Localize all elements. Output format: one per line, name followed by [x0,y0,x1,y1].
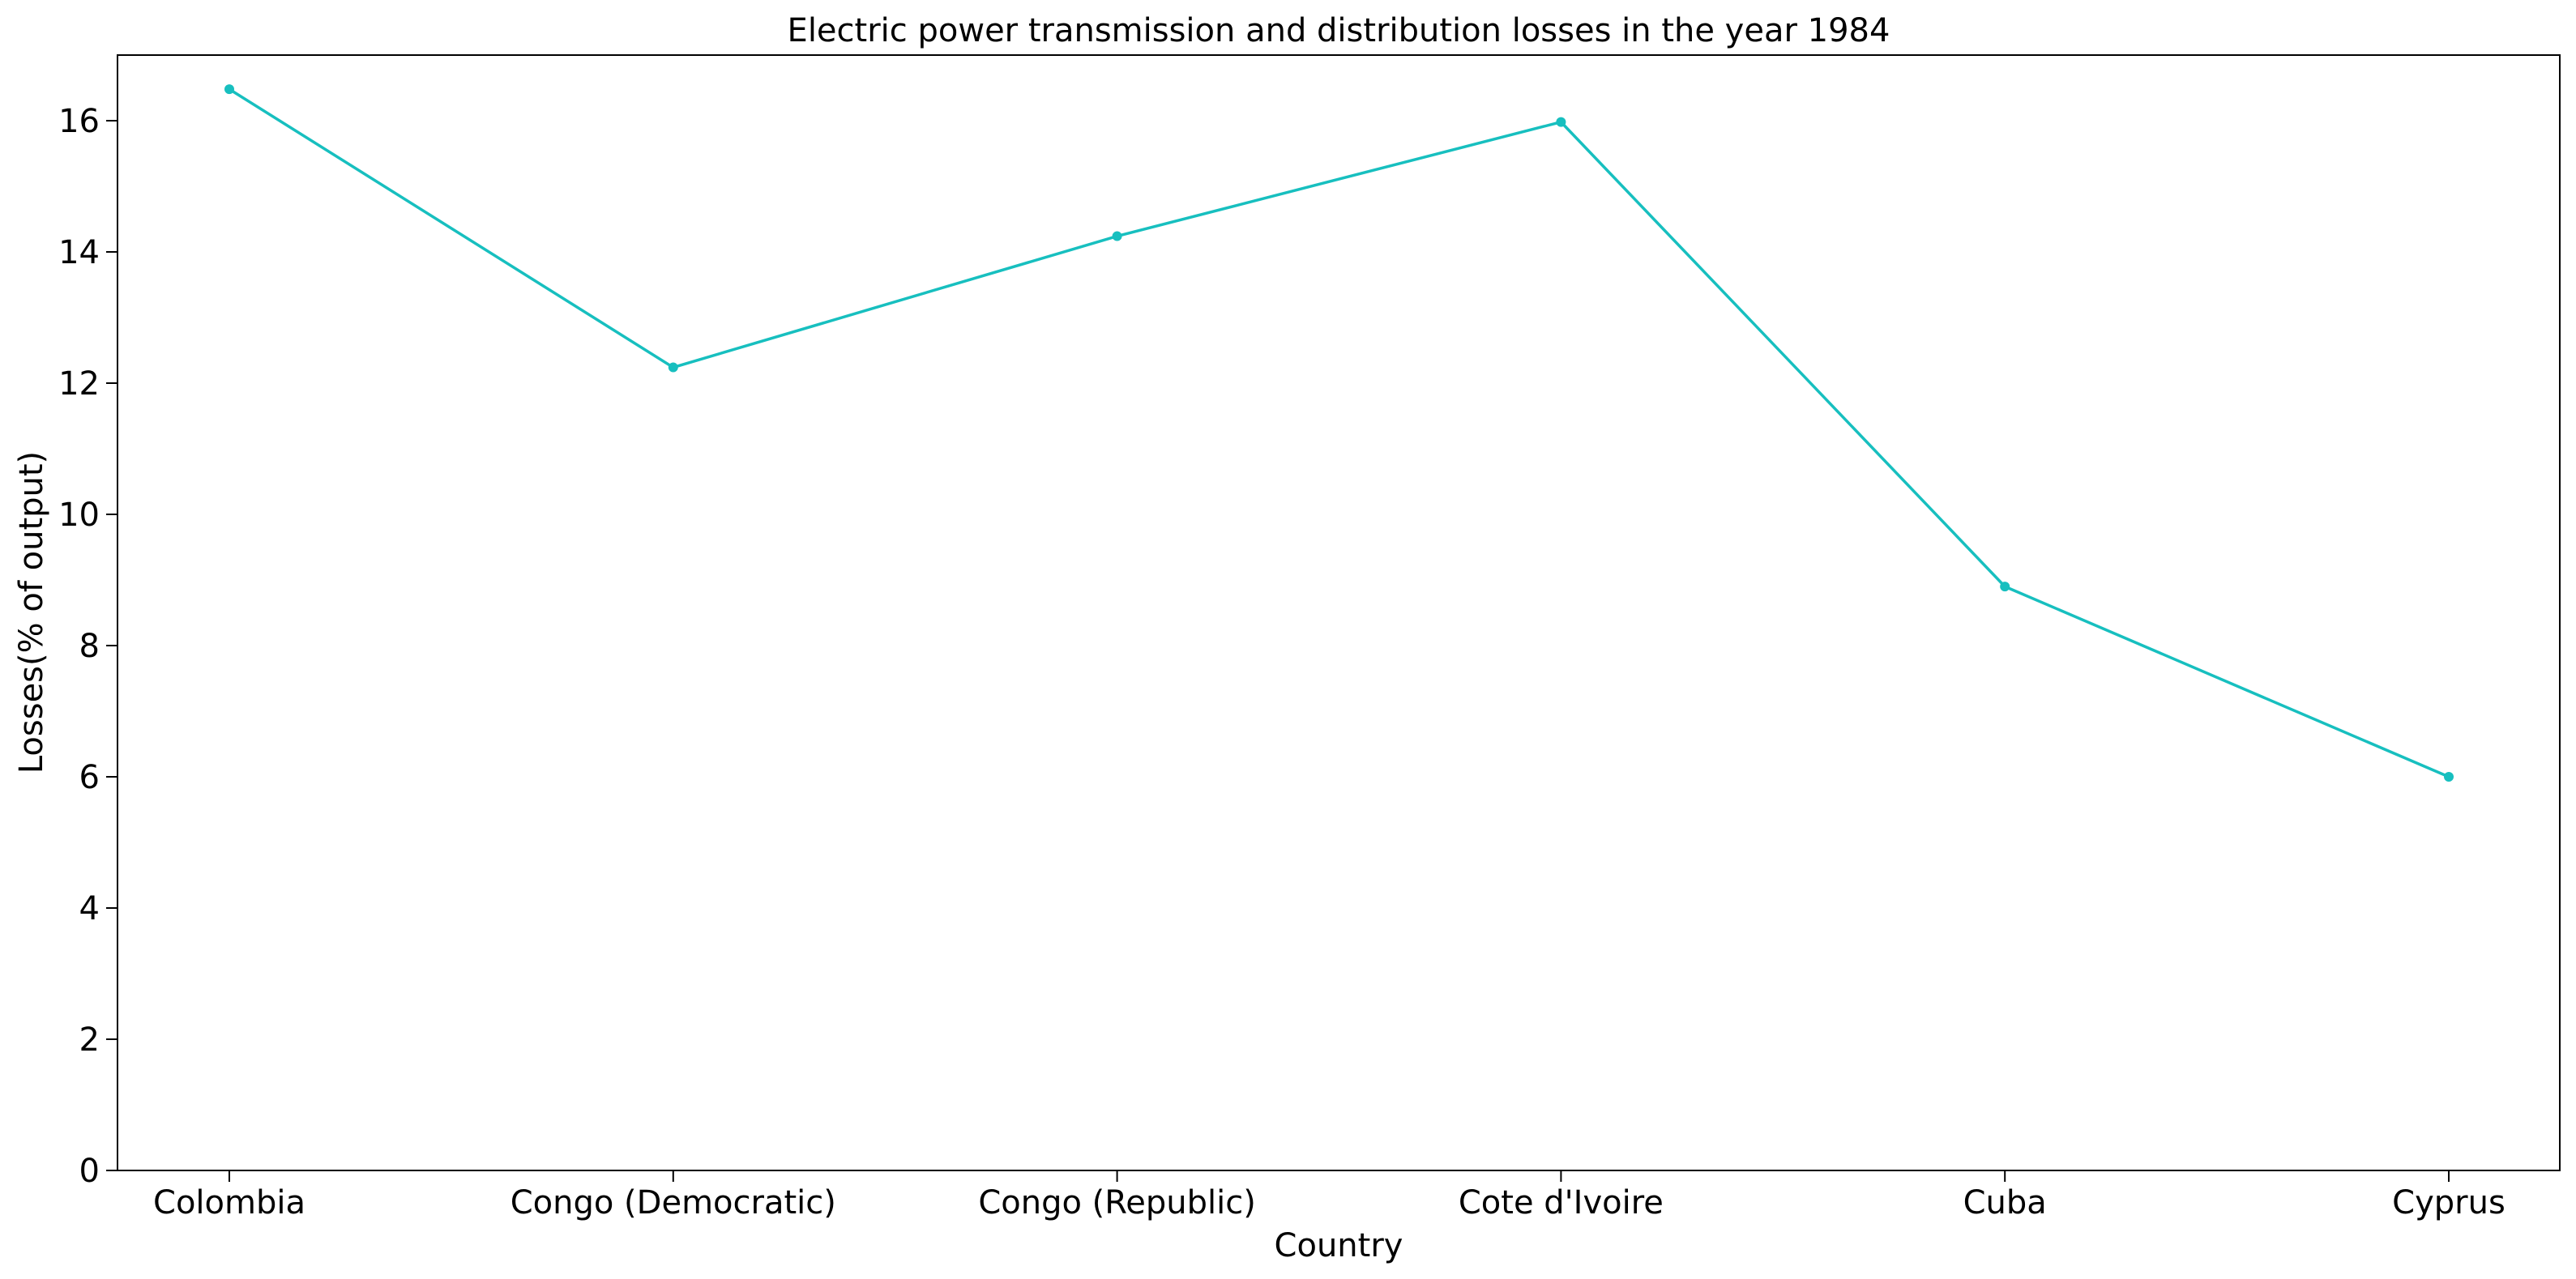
x-tick-label: Congo (Republic) [978,1184,1256,1221]
data-point [1112,231,1122,241]
x-tick-label: Congo (Democratic) [511,1184,836,1221]
y-tick-label: 2 [79,1021,100,1059]
data-point [2000,582,2010,592]
y-tick-label: 10 [58,497,100,534]
y-tick-label: 16 [58,103,100,140]
x-axis-label: Country [1275,1227,1403,1264]
y-tick-label: 4 [79,890,100,927]
data-point [1556,117,1566,127]
data-point [668,362,678,373]
x-tick-label: Cuba [1963,1184,2047,1221]
y-tick-label: 0 [79,1153,100,1190]
y-tick-label: 6 [79,759,100,796]
data-point [224,84,234,95]
x-tick-label: Colombia [153,1184,305,1221]
plot-area: 0 2 4 6 8 10 12 14 16 Colombia Congo (Democratic) C… [58,84,2506,1221]
y-tick-label: 12 [58,365,100,403]
x-tick-label: Cyprus [2392,1184,2506,1221]
y-tick-label: 8 [79,628,100,665]
series-line [229,87,2450,778]
x-tick-label: Cote d'Ivoire [1459,1184,1664,1221]
y-tick-label: 14 [58,234,100,271]
data-point [2444,772,2454,782]
axes-frame [117,54,2561,1171]
chart-title: Electric power transmission and distribu… [788,12,1890,49]
y-axis-label: Losses(% of output) [13,451,50,774]
